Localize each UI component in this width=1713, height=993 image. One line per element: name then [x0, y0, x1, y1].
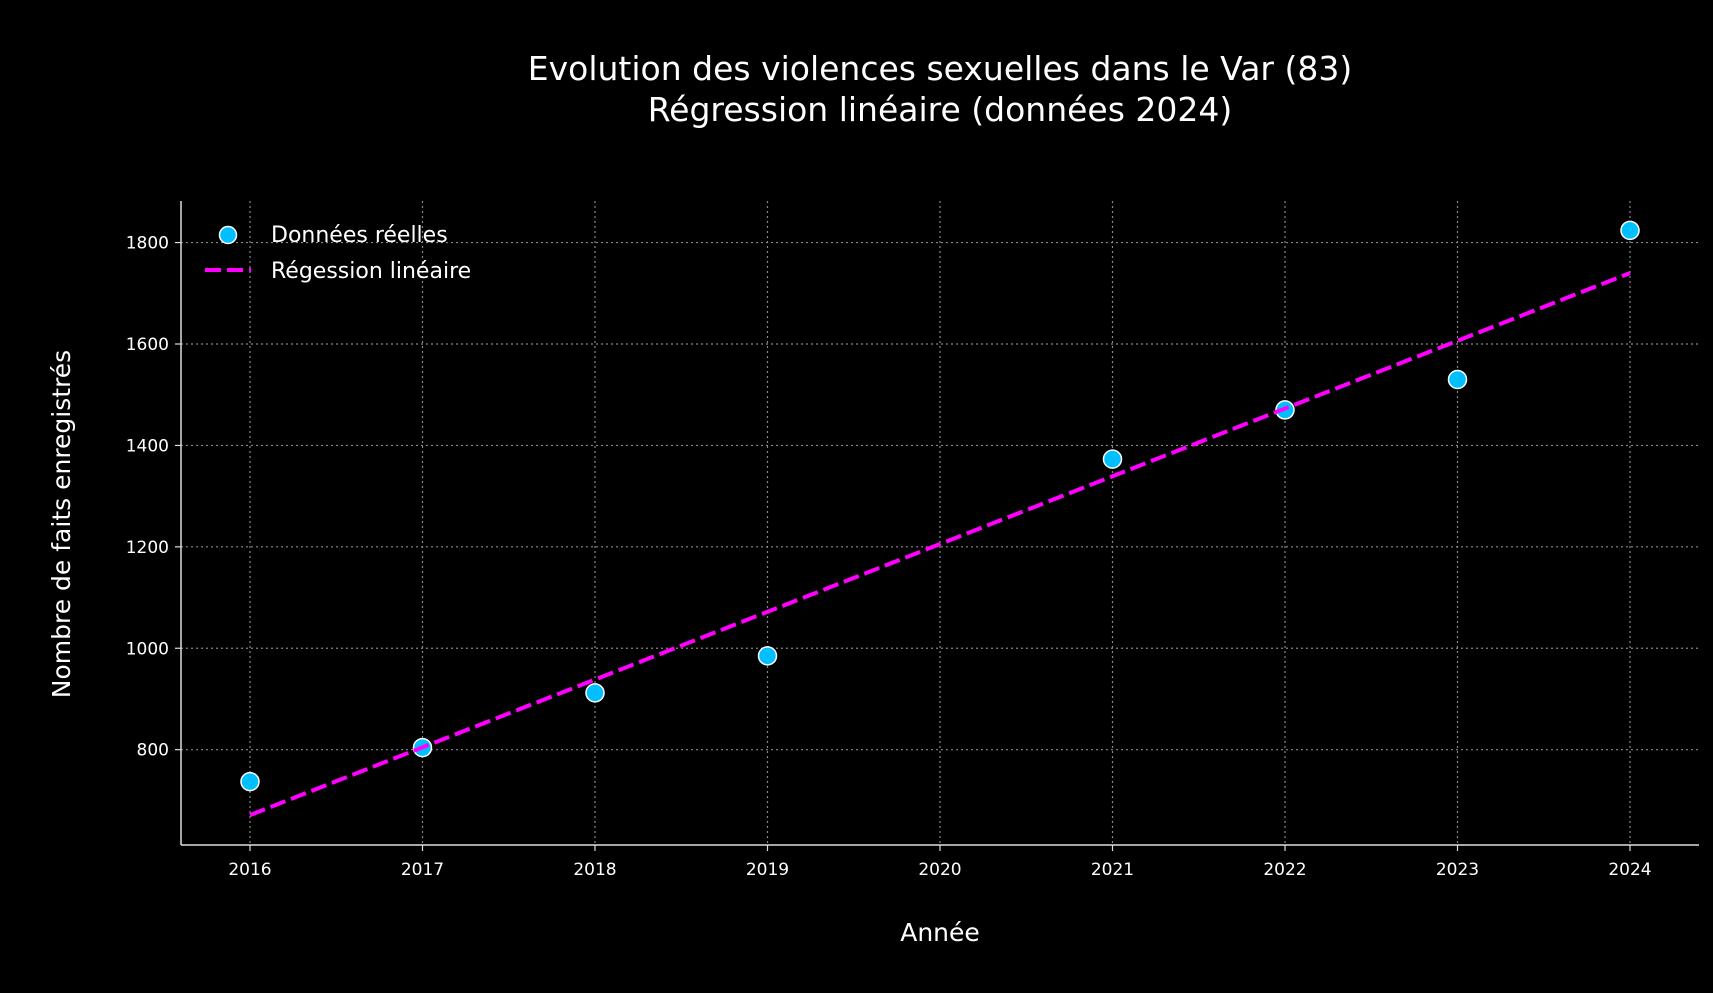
x-tick-label: 2024	[1608, 860, 1651, 880]
x-tick-label: 2023	[1436, 860, 1479, 880]
marks	[240, 220, 1640, 817]
y-tick-label: 1600	[126, 335, 169, 355]
legend-label-scatter: Données réelles	[271, 223, 448, 248]
x-tick-label: 2016	[228, 860, 271, 880]
data-point	[757, 646, 778, 666]
x-tick-label: 2020	[918, 860, 961, 880]
y-tick-label: 800	[137, 741, 169, 761]
x-tick-label: 2018	[573, 860, 616, 880]
x-tick-label: 2022	[1263, 860, 1306, 880]
chart-title: Evolution des violences sexuelles dans l…	[528, 49, 1352, 88]
x-axis-label: Année	[900, 918, 980, 947]
y-axis-label: Nombre de faits enregistrés	[47, 350, 76, 698]
data-point	[1447, 369, 1468, 390]
data-point	[1620, 220, 1640, 241]
grid	[181, 201, 1699, 845]
x-tick-label: 2017	[401, 860, 444, 880]
ticks: 2016 2017 2018 2019 2020 2021 2022 2023 2024 800 1…	[126, 234, 1652, 880]
x-tick-label: 2019	[746, 860, 789, 880]
data-point	[240, 771, 260, 792]
x-tick-label: 2021	[1091, 860, 1134, 880]
y-tick-label: 1800	[126, 234, 169, 254]
data-point	[1102, 449, 1123, 469]
legend-label-line: Régession linéaire	[271, 259, 471, 284]
legend-scatter-marker	[218, 225, 238, 245]
data-point	[585, 683, 605, 703]
chart-subtitle: Régression linéaire (données 2024)	[648, 90, 1233, 129]
legend: Données réelles Régession linéaire	[205, 223, 471, 284]
y-tick-label: 1000	[126, 639, 169, 659]
y-tick-label: 1400	[126, 436, 169, 456]
regression-line	[249, 271, 1631, 817]
y-tick-label: 1200	[126, 538, 169, 558]
